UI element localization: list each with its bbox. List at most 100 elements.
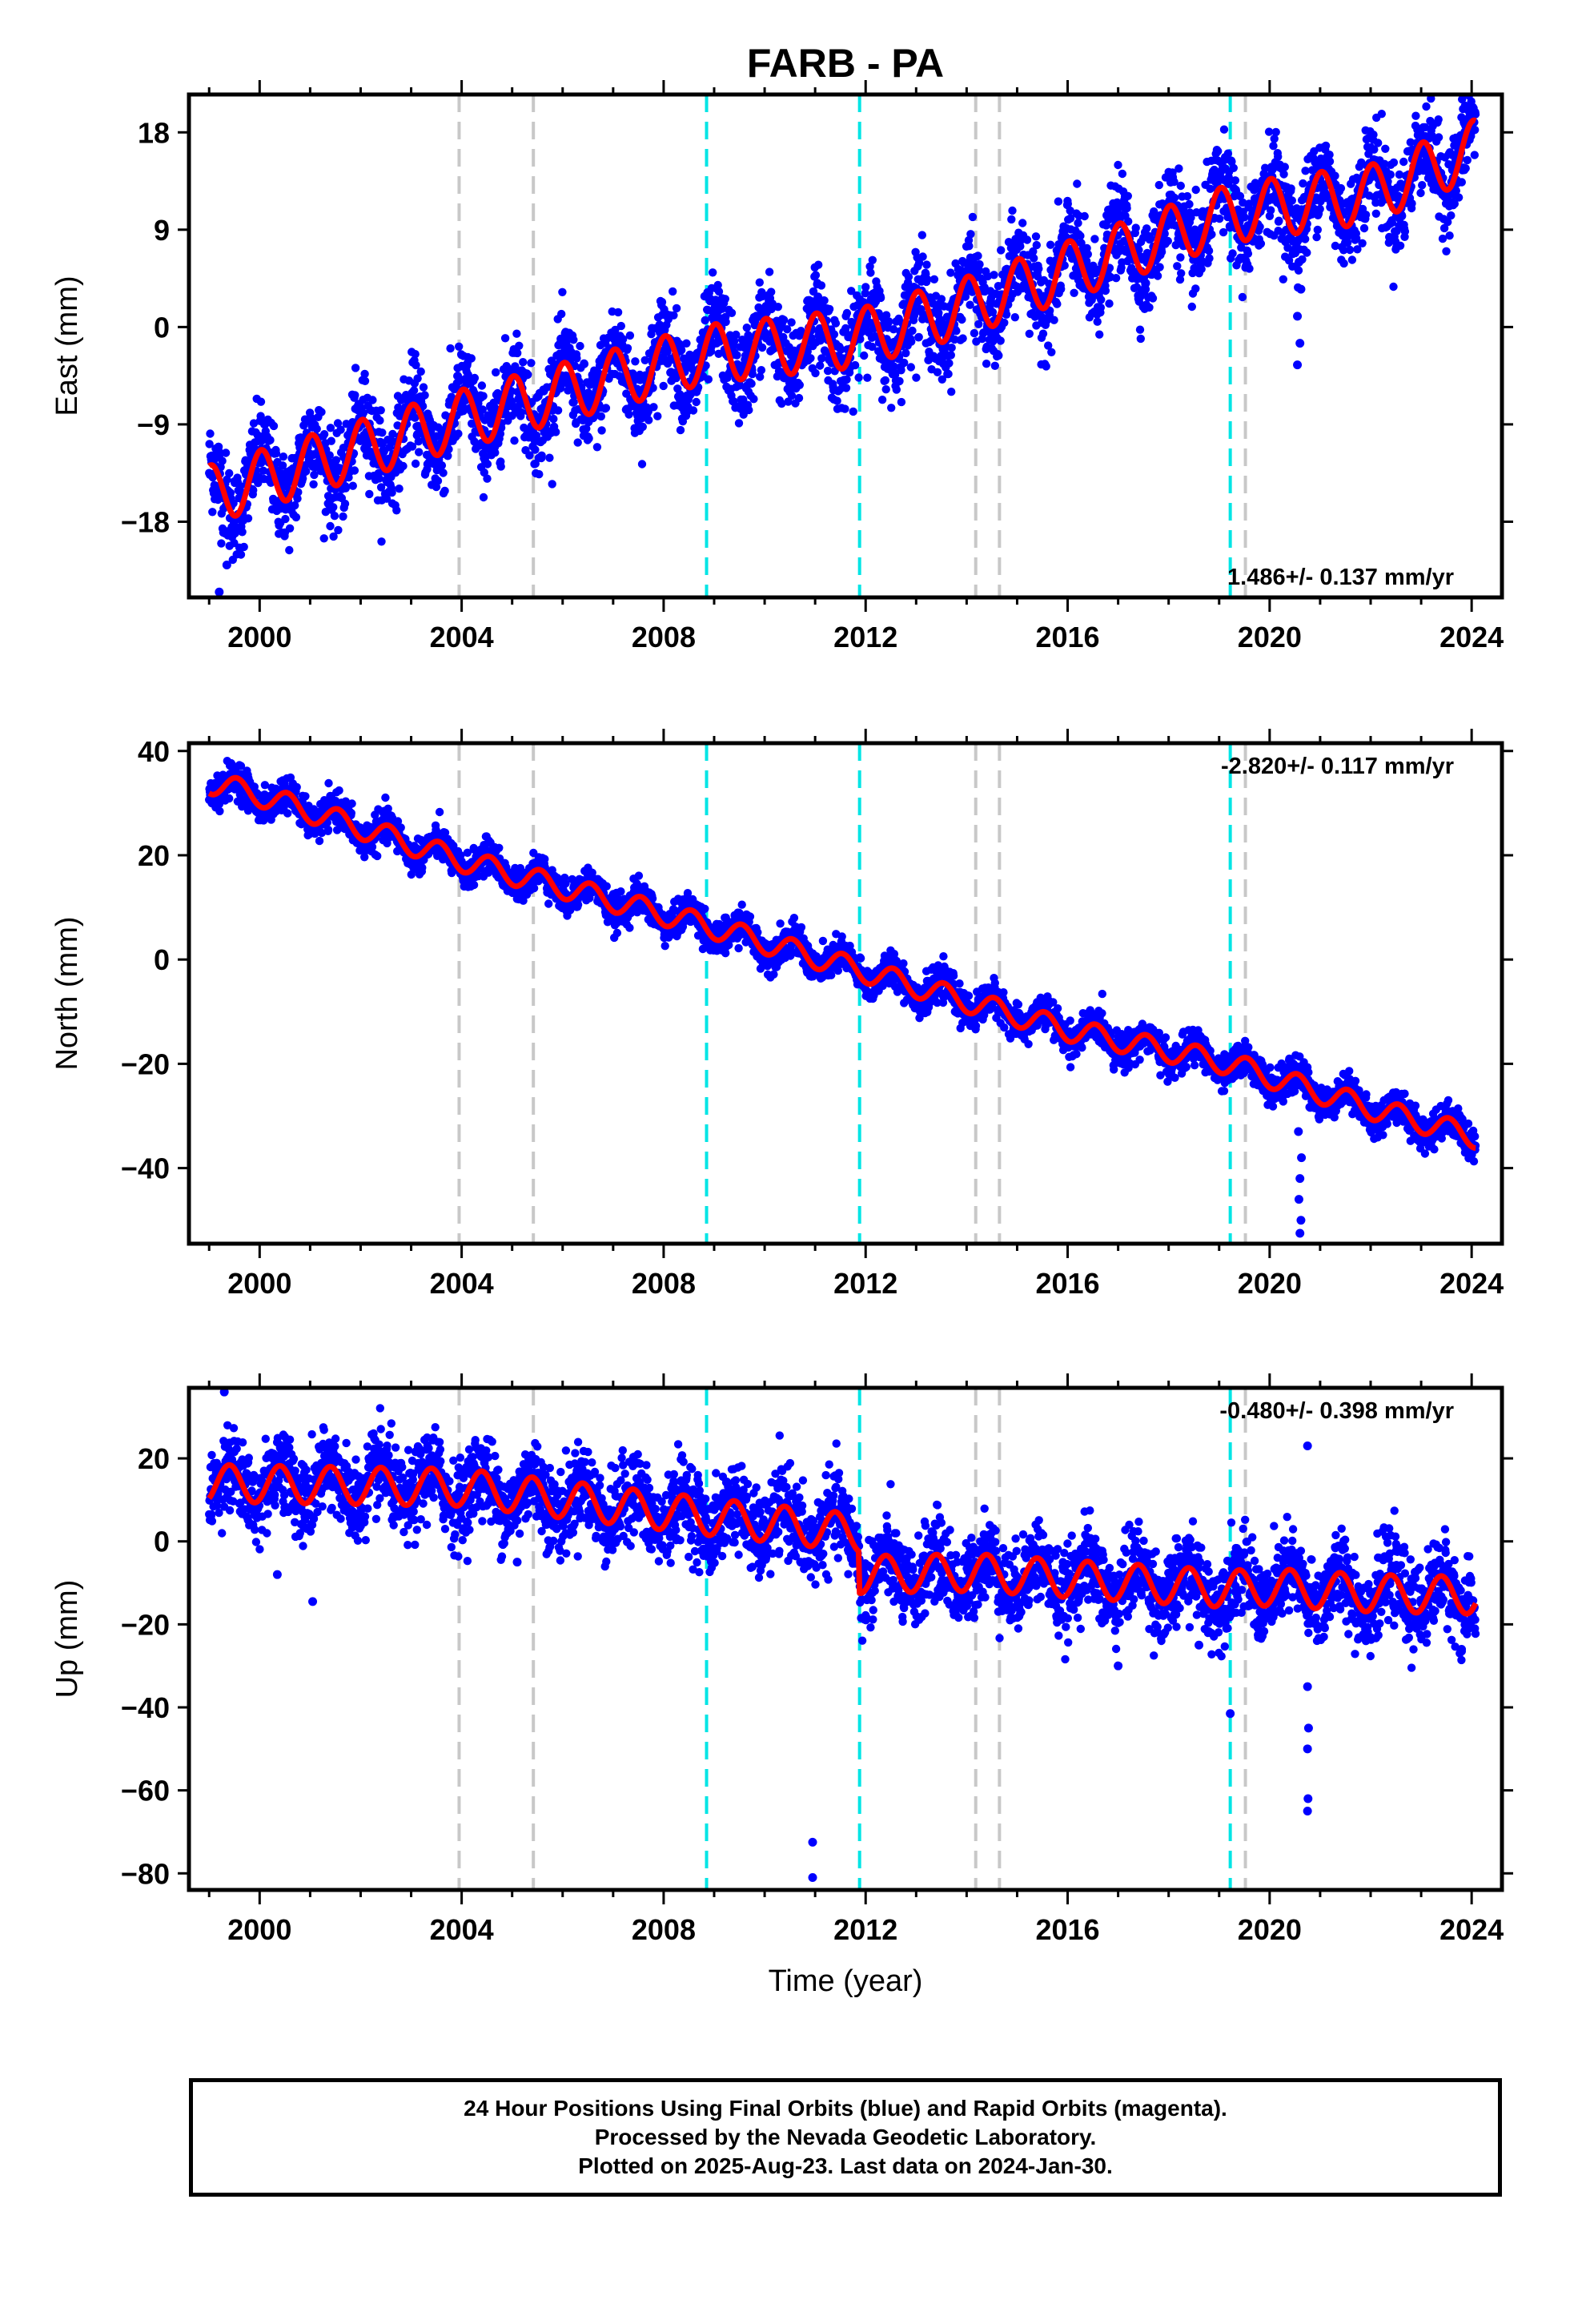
data-point [580, 360, 589, 368]
data-point [319, 534, 328, 543]
data-point [491, 448, 500, 457]
data-point [747, 379, 756, 388]
data-point [692, 397, 701, 407]
data-point [334, 525, 343, 535]
data-point [341, 484, 350, 493]
data-point [573, 438, 582, 447]
data-point [492, 368, 500, 377]
data-point [336, 425, 345, 434]
data-point [469, 880, 479, 890]
data-point [885, 317, 893, 326]
data-point [704, 375, 713, 384]
data-point [1400, 227, 1410, 236]
data-point [1197, 264, 1206, 274]
data-point [329, 503, 338, 512]
data-point [644, 416, 653, 424]
data-point [545, 453, 554, 462]
data-point [326, 521, 335, 531]
data-point [1142, 224, 1151, 233]
data-point [418, 863, 427, 872]
data-point [281, 514, 290, 524]
data-point [351, 364, 360, 372]
data-point [325, 451, 334, 460]
data-point [736, 381, 745, 390]
data-point [653, 412, 662, 420]
data-point [351, 391, 359, 400]
data-point [348, 481, 357, 490]
data-point [1153, 271, 1162, 280]
data-point [1287, 196, 1297, 205]
data-point [1096, 303, 1106, 312]
data-point [1461, 164, 1470, 173]
data-point [411, 413, 420, 422]
data-point [367, 842, 377, 851]
data-point [1145, 303, 1154, 312]
data-point [934, 308, 943, 317]
data-point [375, 416, 384, 425]
data-point [223, 475, 231, 485]
data-point [239, 542, 248, 552]
data-point [968, 212, 978, 222]
data-point [887, 404, 896, 412]
data-point [1038, 329, 1048, 338]
data-point [1463, 155, 1472, 165]
data-point [676, 425, 685, 435]
outlier-point [1293, 360, 1303, 370]
data-point [1157, 247, 1166, 256]
data-point [611, 325, 620, 335]
data-point [412, 360, 420, 370]
data-point [1142, 279, 1150, 287]
data-point [990, 361, 1000, 370]
data-point [876, 293, 885, 303]
data-point [1343, 239, 1352, 247]
data-point [540, 854, 549, 863]
data-point [1170, 193, 1179, 203]
data-point [974, 251, 982, 260]
data-point [672, 304, 681, 313]
data-point [552, 428, 560, 436]
data-point [616, 321, 625, 331]
data-point [659, 381, 668, 391]
data-point [947, 344, 956, 352]
data-point [638, 422, 647, 432]
data-point [749, 395, 758, 404]
data-point [513, 348, 522, 358]
data-point [1457, 178, 1467, 187]
data-point [619, 335, 628, 344]
data-point [1031, 232, 1041, 241]
data-point [1301, 235, 1310, 243]
data-point [1469, 82, 1477, 90]
data-point [1123, 191, 1133, 200]
data-point [1187, 302, 1197, 312]
data-point [399, 461, 408, 471]
data-point [572, 354, 581, 363]
data-point [1369, 131, 1378, 139]
data-point [592, 443, 602, 452]
data-point [1471, 110, 1480, 119]
data-point [1238, 292, 1247, 302]
data-point [783, 325, 792, 334]
data-point [881, 376, 890, 385]
data-point [892, 385, 901, 394]
data-point [831, 319, 841, 328]
data-point [748, 369, 757, 379]
data-point [1105, 299, 1114, 308]
data-point [501, 409, 511, 418]
data-point [773, 303, 782, 312]
data-point [218, 456, 227, 465]
y-tick-label: −9 [137, 408, 170, 441]
data-point [1280, 163, 1290, 171]
data-point [1240, 213, 1249, 222]
data-point [479, 493, 488, 502]
data-point [298, 474, 307, 483]
data-point [479, 392, 488, 400]
data-point [1395, 241, 1405, 250]
data-point [387, 488, 396, 497]
data-point [866, 268, 875, 277]
data-point [682, 339, 691, 348]
data-point [933, 368, 942, 376]
data-point [1030, 254, 1038, 263]
data-point [1111, 274, 1121, 283]
